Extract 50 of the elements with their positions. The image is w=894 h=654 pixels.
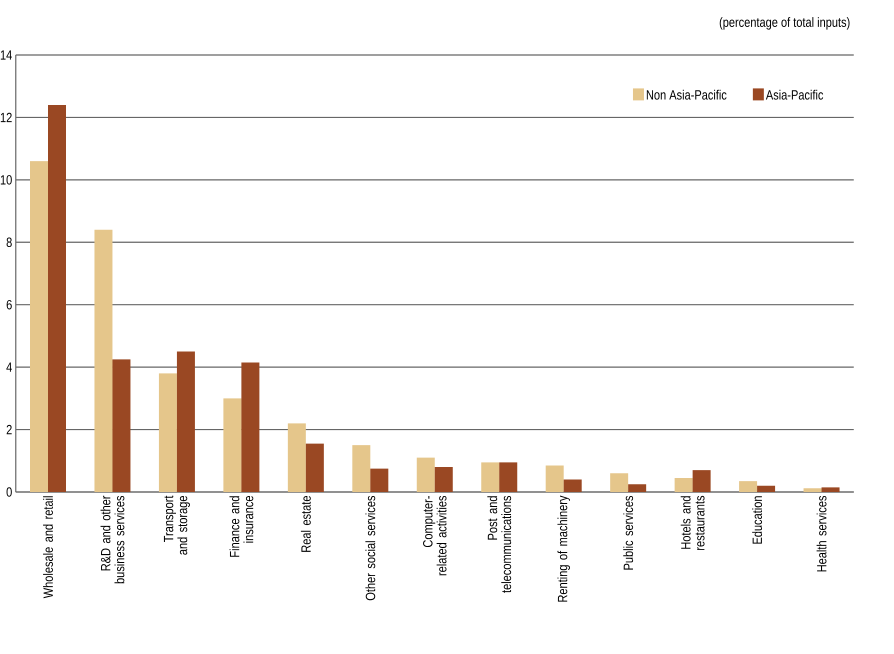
bar bbox=[370, 468, 388, 492]
bar bbox=[241, 362, 260, 492]
y-tick-label: 10 bbox=[0, 175, 12, 185]
y-axis-title: (percentage of total inputs) bbox=[720, 17, 850, 30]
bar bbox=[757, 486, 776, 492]
bar bbox=[176, 352, 195, 492]
bar bbox=[288, 423, 306, 492]
bar bbox=[30, 161, 48, 492]
y-tick-label: 14 bbox=[0, 50, 12, 60]
x-tick-label: Wholesale and retail bbox=[43, 496, 53, 598]
x-tick-label: Renting of machinery bbox=[557, 496, 570, 602]
bar bbox=[674, 478, 693, 492]
y-tick-label: 2 bbox=[6, 424, 12, 434]
bar bbox=[481, 462, 500, 492]
bar bbox=[804, 488, 822, 492]
bar bbox=[546, 465, 564, 492]
x-tick-label: Hotels and restaurants bbox=[680, 496, 705, 550]
x-tick-label: Other social services bbox=[365, 496, 376, 600]
y-tick-label: 6 bbox=[6, 300, 12, 310]
y-tick-label: 8 bbox=[6, 238, 12, 248]
y-tick-label: 12 bbox=[0, 112, 12, 122]
x-tick-label: Health services bbox=[816, 496, 826, 572]
bar bbox=[434, 467, 453, 492]
x-tick-label: Post and telecommunications bbox=[487, 496, 512, 593]
bar bbox=[822, 487, 840, 492]
y-tick-label: 4 bbox=[6, 362, 12, 372]
x-tick-label: Finance and insurance bbox=[229, 496, 254, 557]
bar bbox=[48, 104, 66, 492]
bar bbox=[499, 462, 518, 492]
legend-label: Asia-Pacific bbox=[766, 90, 824, 100]
x-tick-label: R&D and other business services bbox=[100, 496, 124, 584]
bar bbox=[628, 484, 646, 492]
bar bbox=[306, 444, 324, 492]
x-tick-label: Computer-related activities bbox=[423, 496, 447, 576]
x-tick-label: Real estate bbox=[300, 496, 311, 552]
bar bbox=[564, 480, 582, 492]
x-tick-label: Transport and storage bbox=[164, 496, 190, 555]
bar bbox=[158, 373, 177, 492]
bar bbox=[112, 359, 130, 492]
bar bbox=[352, 445, 370, 492]
bar bbox=[692, 470, 711, 492]
y-tick-label: 0 bbox=[6, 487, 12, 497]
bar bbox=[739, 481, 758, 492]
bar bbox=[610, 473, 628, 492]
bar bbox=[94, 230, 112, 492]
x-tick-label: Education bbox=[752, 496, 762, 544]
x-tick-label: Public services bbox=[623, 496, 634, 570]
bar bbox=[223, 398, 242, 492]
bar bbox=[416, 458, 435, 492]
legend-label: Non Asia-Pacific bbox=[646, 90, 727, 100]
